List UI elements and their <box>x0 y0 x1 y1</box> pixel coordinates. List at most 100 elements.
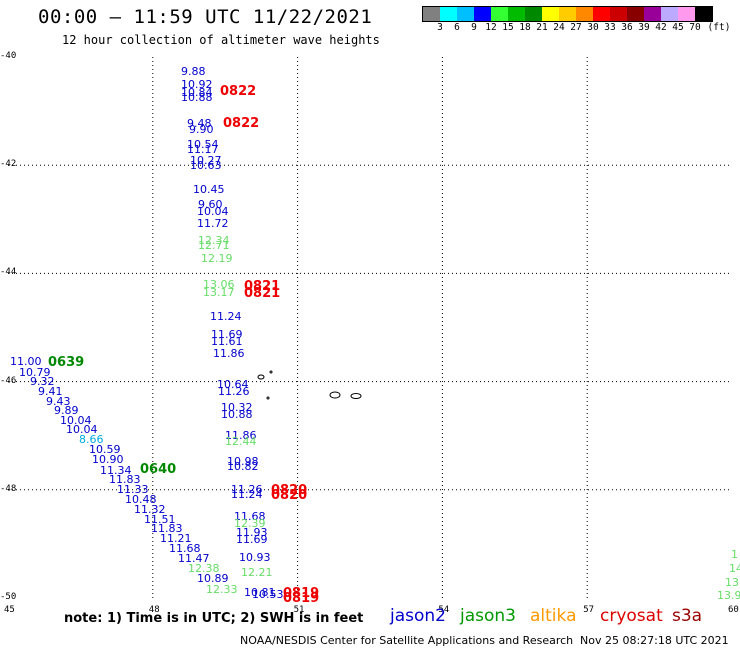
color-swatch <box>440 7 457 21</box>
wave-height-value: 9.60 <box>198 198 223 211</box>
color-scale-bar <box>422 6 713 22</box>
color-swatch <box>627 7 644 21</box>
wave-height-value: 11.69 <box>236 533 268 546</box>
wave-height-value: 11.26 <box>231 483 263 496</box>
wave-height-value: 11.86 <box>225 429 257 442</box>
wave-height-value: 11.26 <box>218 385 250 398</box>
page-subtitle: 12 hour collection of altimeter wave hei… <box>62 33 380 47</box>
time-tag: 0820 <box>271 488 308 503</box>
time-tag: 0822 <box>223 116 260 131</box>
longitude-label: 57 <box>583 605 595 615</box>
time-tag: 0820 <box>271 483 308 498</box>
wave-height-value: 11.47 <box>178 552 210 565</box>
time-tag: 0819 <box>283 586 320 601</box>
wave-height-value: 9.43 <box>46 395 71 408</box>
island-outlines <box>257 370 362 400</box>
wave-height-value: 9.89 <box>54 404 79 417</box>
time-tag: 0819 <box>283 591 320 606</box>
color-swatch <box>491 7 508 21</box>
wave-height-value: 11.69 <box>211 328 243 341</box>
mission-label: jason3 <box>460 606 516 626</box>
wave-height-value: 11.17 <box>187 143 219 156</box>
mission-label: cryosat <box>600 606 663 626</box>
wave-height-value: 10.88 <box>221 408 253 421</box>
wave-height-value: 10.89 <box>197 572 229 585</box>
wave-height-value: 11.24 <box>210 310 242 323</box>
color-scale-label: 42 <box>655 22 667 33</box>
color-swatch <box>542 7 559 21</box>
longitude-label: 60 <box>728 605 739 615</box>
wave-height-value: 11.00 <box>10 355 42 368</box>
time-tag: 0822 <box>220 84 257 99</box>
wave-height-value: 11.21 <box>160 532 192 545</box>
wave-height-value: 11.83 <box>151 522 183 535</box>
wave-height-value: 9.88 <box>181 65 206 78</box>
wave-height-value: 9.32 <box>30 375 55 388</box>
wave-height-value: 10.81 <box>244 586 276 599</box>
wave-height-value: 10.04 <box>197 205 229 218</box>
wave-height-value: 10.92 <box>181 78 213 91</box>
latitude-label: -42 <box>0 159 17 170</box>
color-swatch <box>661 7 678 21</box>
longitude-label: 48 <box>148 605 160 615</box>
color-swatch <box>474 7 491 21</box>
wave-height-value: 10.90 <box>92 453 124 466</box>
wave-height-value: 11.33 <box>117 483 149 496</box>
wave-height-value: 10.93 <box>239 551 271 564</box>
wave-height-value: 10.54 <box>187 138 219 151</box>
color-swatch <box>678 7 695 21</box>
color-swatch <box>576 7 593 21</box>
wave-height-value: 12.44 <box>225 435 257 448</box>
longitude-label: 45 <box>4 605 15 615</box>
wave-height-value: 12.71 <box>198 239 230 252</box>
wave-height-value: 10.32 <box>221 401 253 414</box>
latitude-label: -50 <box>0 592 17 602</box>
color-scale-label: 24 <box>553 22 565 33</box>
color-swatch <box>610 7 627 21</box>
color-scale-label: 39 <box>638 22 650 33</box>
mission-label: jason2 <box>390 606 446 626</box>
wave-height-value: 13.9 <box>717 589 740 602</box>
wave-height-value: 11.86 <box>213 347 245 360</box>
wave-height-value: 8.66 <box>79 433 104 446</box>
latitude-label: -40 <box>0 51 17 61</box>
color-scale-label: 3 <box>437 22 443 33</box>
color-swatch <box>423 7 440 21</box>
color-scale-label: 36 <box>621 22 633 33</box>
wave-height-value: 10.59 <box>89 443 121 456</box>
wave-height-value: 10.82 <box>227 460 259 473</box>
latitude-label: -46 <box>0 375 17 386</box>
wave-height-value: 11.68 <box>169 542 201 555</box>
footer-credit: NOAA/NESDIS Center for Satellite Applica… <box>240 634 574 647</box>
page-title: 00:00 – 11:59 UTC 11/22/2021 <box>38 6 373 28</box>
mission-label: altika <box>530 606 577 626</box>
color-swatch <box>508 7 525 21</box>
wave-height-value: 12.38 <box>188 562 220 575</box>
wave-height-value: 12.19 <box>201 252 233 265</box>
color-scale-label: 27 <box>570 22 582 33</box>
color-scale-label: 6 <box>454 22 460 33</box>
color-swatch <box>559 7 576 21</box>
color-scale-label: 15 <box>502 22 514 33</box>
wave-height-value: 9.41 <box>38 385 63 398</box>
color-scale-label: 21 <box>536 22 548 33</box>
wave-height-value: 10.48 <box>125 493 157 506</box>
wave-height-value: 9.48 <box>187 117 212 130</box>
wave-height-value: 12.39 <box>234 517 266 530</box>
wave-height-value: 10.84 <box>181 86 213 99</box>
time-tag: 0821 <box>244 286 281 301</box>
color-scale-label: 18 <box>519 22 531 33</box>
wave-height-value: 11.24 <box>231 488 263 501</box>
color-scale-label: 45 <box>672 22 684 33</box>
color-scale-labels: 3 6 9 12 15 18 21 24 27 30 33 36 39 42 45 70 (ft) <box>422 22 740 34</box>
wave-height-value: 11.61 <box>211 335 243 348</box>
mission-label: s3a <box>672 606 703 626</box>
wave-height-value: 13.06 <box>203 278 235 291</box>
footnote: note: 1) Time is in UTC; 2) SWH is in fe… <box>64 611 364 626</box>
wave-height-value: 11.93 <box>236 526 268 539</box>
wave-height-value: 10.53 <box>252 588 284 601</box>
wave-height-value: 10.45 <box>193 183 225 196</box>
wave-height-value: 12.21 <box>241 566 273 579</box>
wave-height-value: 12.34 <box>198 234 230 247</box>
wave-height-value: 12.33 <box>206 583 238 596</box>
